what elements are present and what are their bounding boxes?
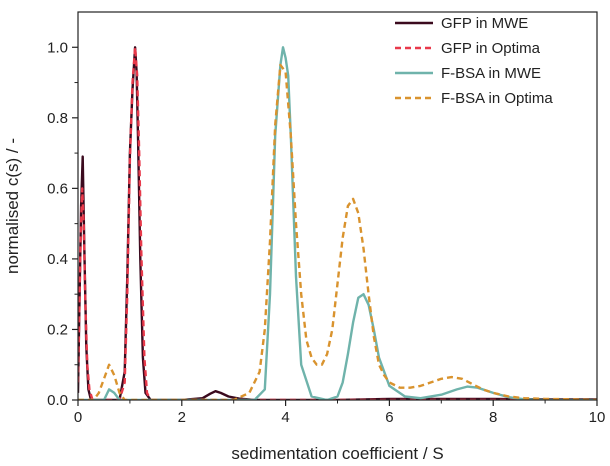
x-tick-label: 10 (589, 409, 606, 426)
series-line-0 (78, 46, 597, 400)
x-tick-label: 6 (385, 409, 393, 426)
x-tick-label: 2 (178, 409, 186, 426)
legend: GFP in MWE GFP in Optima F-BSA in MWE F-BSA… (395, 15, 553, 107)
y-tick-label: 0.8 (47, 110, 68, 127)
x-axis-title: sedimentation coefficient / S (231, 444, 443, 463)
x-tick-label: 4 (281, 409, 289, 426)
y-tick-label: 0.0 (47, 392, 68, 409)
series-line-2 (78, 46, 597, 400)
y-tick-label: 1.0 (47, 39, 68, 56)
y-axis: 0.0 0.2 0.4 0.6 0.8 1.0 (47, 39, 78, 409)
legend-label-0: GFP in MWE (441, 15, 528, 32)
x-axis: 0 2 4 6 8 10 (74, 400, 606, 426)
plot-area (77, 11, 598, 401)
y-axis-title: normalised c(s) / - (3, 138, 22, 274)
y-tick-label: 0.4 (47, 251, 68, 268)
legend-label-1: GFP in Optima (441, 40, 541, 57)
x-tick-label: 0 (74, 409, 82, 426)
x-tick-label: 8 (489, 409, 497, 426)
legend-label-2: F-BSA in MWE (441, 65, 541, 82)
series-line-3 (78, 63, 597, 400)
y-tick-label: 0.6 (47, 180, 68, 197)
series-line-1 (78, 46, 597, 400)
legend-label-3: F-BSA in Optima (441, 90, 553, 107)
y-tick-label: 0.2 (47, 321, 68, 338)
series-group (78, 46, 597, 400)
